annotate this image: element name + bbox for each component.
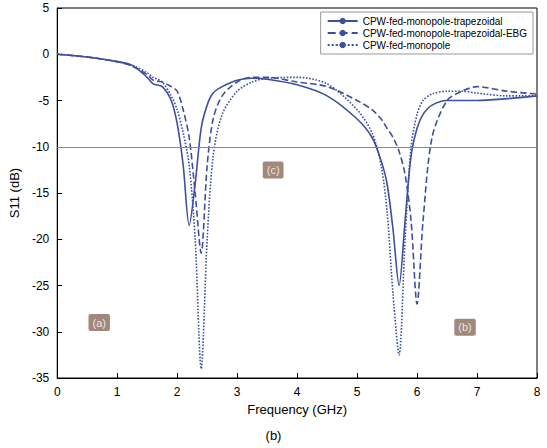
svg-text:2: 2: [174, 385, 181, 399]
svg-text:6: 6: [414, 385, 421, 399]
svg-text:-15: -15: [32, 186, 50, 200]
svg-text:0: 0: [43, 47, 50, 61]
svg-text:-30: -30: [32, 325, 50, 339]
svg-text:-5: -5: [39, 94, 50, 108]
svg-text:(b): (b): [458, 321, 471, 333]
svg-text:5: 5: [354, 385, 361, 399]
svg-text:CPW-fed-monopole-trapezoidal-E: CPW-fed-monopole-trapezoidal-EBG: [363, 28, 528, 39]
svg-text:8: 8: [534, 385, 541, 399]
svg-text:CPW-fed-monopole-trapezoidal: CPW-fed-monopole-trapezoidal: [363, 16, 503, 27]
svg-text:-10: -10: [32, 140, 50, 154]
svg-text:(b): (b): [266, 428, 282, 443]
svg-text:1: 1: [114, 385, 121, 399]
svg-text:5: 5: [43, 1, 50, 15]
svg-text:-35: -35: [32, 371, 50, 385]
svg-text:-20: -20: [32, 232, 50, 246]
svg-text:(c): (c): [267, 164, 280, 176]
svg-text:3: 3: [234, 385, 241, 399]
svg-text:(a): (a): [92, 317, 105, 329]
svg-text:0: 0: [54, 385, 61, 399]
svg-text:Frequency (GHz): Frequency (GHz): [247, 402, 347, 417]
svg-text:-25: -25: [32, 279, 50, 293]
svg-text:CPW-fed-monopole: CPW-fed-monopole: [363, 40, 451, 51]
svg-text:4: 4: [294, 385, 301, 399]
svg-text:S11 (dB): S11 (dB): [7, 168, 22, 218]
svg-text:7: 7: [474, 385, 481, 399]
